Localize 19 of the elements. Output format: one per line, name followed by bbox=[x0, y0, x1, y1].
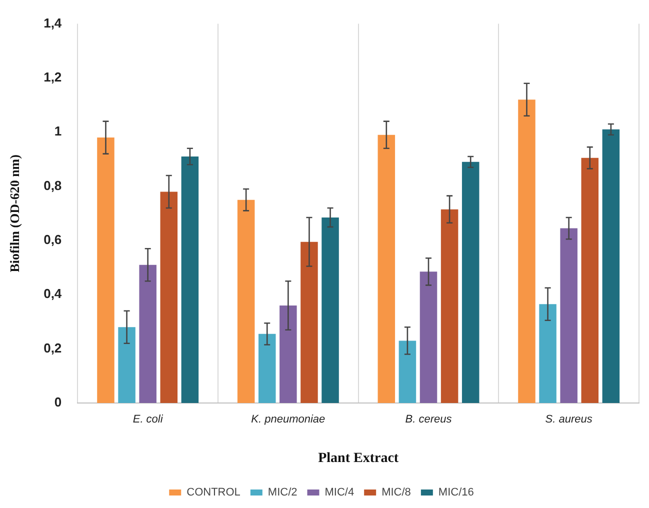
y-tick-label: 0,6 bbox=[44, 232, 62, 248]
y-tick-label: 1 bbox=[54, 124, 62, 139]
y-tick-label: 0,2 bbox=[44, 340, 62, 356]
legend-label: MIC/2 bbox=[268, 486, 298, 499]
y-tick-label: 1,4 bbox=[44, 15, 62, 30]
legend-label: MIC/4 bbox=[324, 486, 354, 499]
y-tick-label: 0,8 bbox=[44, 178, 62, 193]
legend-label: MIC/16 bbox=[438, 486, 474, 499]
x-axis-title: Plant Extract bbox=[318, 451, 399, 466]
y-tick-label: 0 bbox=[54, 394, 62, 410]
y-tick-label: 0,4 bbox=[44, 286, 62, 302]
y-tick-label: 1,2 bbox=[44, 70, 62, 85]
x-tick-label: S. aureus bbox=[545, 414, 593, 426]
y-axis-title: Biofilm (OD-620 nm) bbox=[7, 154, 22, 272]
x-tick-label: B. cereus bbox=[405, 414, 452, 426]
x-tick-label: K. pneumoniae bbox=[251, 414, 326, 426]
legend-label: CONTROL bbox=[186, 486, 240, 499]
legend-label: MIC/8 bbox=[382, 486, 411, 499]
x-tick-label: E. coli bbox=[132, 414, 164, 426]
